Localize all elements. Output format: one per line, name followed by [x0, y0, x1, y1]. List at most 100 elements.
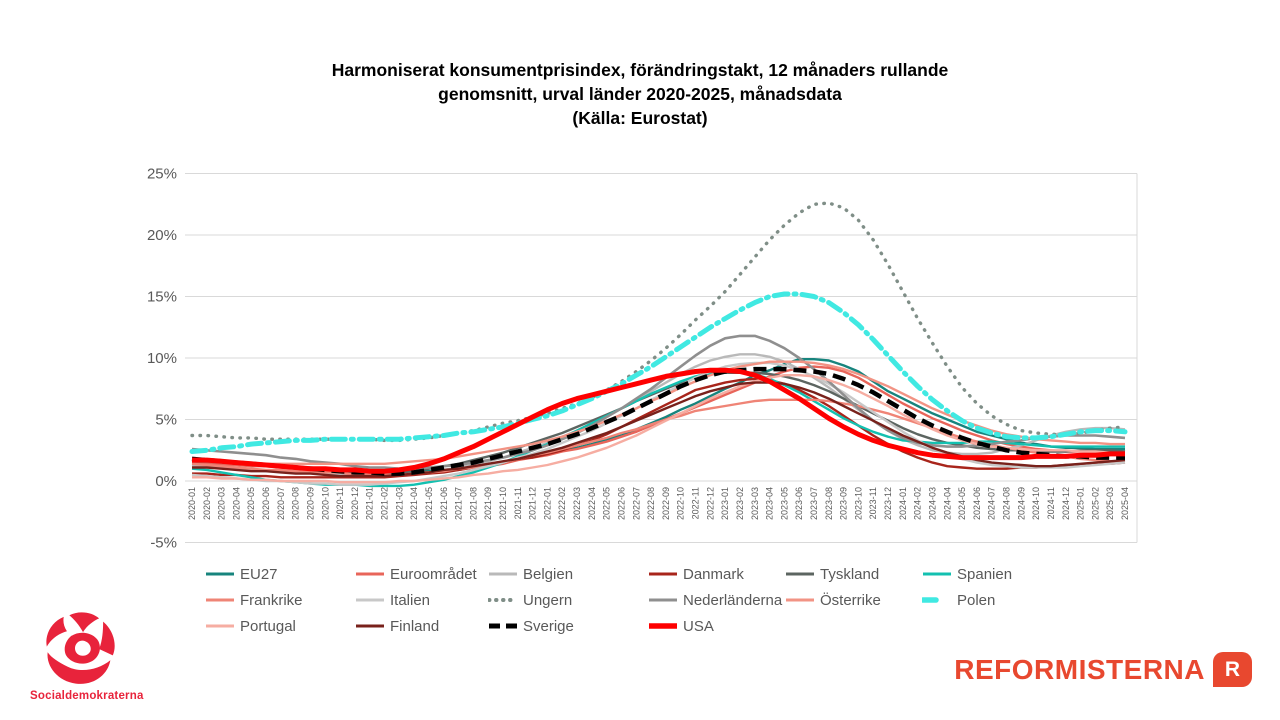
legend-swatch-ungern: [488, 598, 518, 602]
x-tick-label: 2021-02: [380, 487, 390, 520]
y-tick-label: 25%: [147, 166, 177, 183]
legend-label-polen: Polen: [957, 591, 996, 609]
legend-label-euroomradet: Euroområdet: [390, 565, 477, 583]
legend-item-tyskland: Tyskland: [785, 566, 922, 583]
x-tick-label: 2023-03: [750, 487, 760, 520]
x-tick-label: 2023-02: [735, 487, 745, 520]
x-tick-label: 2020-06: [261, 487, 271, 520]
legend-item-polen: Polen: [922, 592, 1062, 609]
x-tick-label: 2022-05: [602, 487, 612, 520]
x-tick-label: 2021-09: [483, 487, 493, 520]
legend-swatch-polen: [922, 597, 952, 603]
legend-item-osterrike: Österrike: [785, 592, 922, 609]
rose-icon: [46, 612, 115, 684]
x-tick-label: 2020-12: [350, 487, 360, 520]
legend-swatch-frankrike: [206, 598, 234, 602]
legend-swatch-spanien: [923, 572, 951, 576]
x-tick-label: 2021-01: [365, 487, 375, 520]
legend-item-sverige: Sverige: [488, 618, 648, 635]
x-tick-label: 2023-10: [853, 487, 863, 520]
legend-swatch-italien: [356, 598, 384, 602]
x-tick-label: 2025-01: [1076, 487, 1086, 520]
legend-swatch-tyskland: [786, 572, 814, 576]
x-tick-label: 2024-09: [1016, 487, 1026, 520]
x-tick-label: 2021-06: [439, 487, 449, 520]
legend-swatch-osterrike: [786, 598, 814, 602]
x-tick-label: 2021-10: [498, 487, 508, 520]
legend-label-spanien: Spanien: [957, 565, 1013, 583]
y-tick-label: 20%: [147, 227, 177, 244]
legend-label-italien: Italien: [390, 591, 431, 609]
legend-label-portugal: Portugal: [240, 617, 296, 635]
x-tick-label: 2023-12: [883, 487, 893, 520]
legend-swatch-sverige: [489, 623, 517, 629]
y-tick-label: 0%: [155, 473, 177, 490]
x-tick-label: 2020-07: [276, 487, 286, 520]
x-tick-label: 2022-08: [646, 487, 656, 520]
x-tick-label: 2022-09: [661, 487, 671, 520]
legend-item-nederlanderna: Nederländerna: [648, 592, 785, 609]
x-tick-label: 2022-07: [631, 487, 641, 520]
x-tick-label: 2020-03: [217, 487, 227, 520]
legend-swatch-belgien: [489, 572, 517, 576]
y-tick-label: 15%: [147, 289, 177, 306]
x-tick-label: 2025-04: [1120, 487, 1130, 520]
legend-item-usa: USA: [648, 618, 785, 635]
legend-label-tyskland: Tyskland: [820, 565, 880, 583]
legend-item-finland: Finland: [355, 618, 488, 635]
x-tick-label: 2020-10: [320, 487, 330, 520]
x-tick-label: 2022-03: [572, 487, 582, 520]
x-tick-label: 2021-07: [454, 487, 464, 520]
chart-title-line3: (Källa: Eurostat): [572, 108, 708, 128]
x-tick-label: 2021-05: [424, 487, 434, 520]
series-line-ungern: [190, 201, 1127, 443]
legend-item-ungern: Ungern: [488, 592, 648, 609]
series-line-polen: [189, 291, 1128, 454]
x-tick-label: 2022-04: [587, 487, 597, 520]
legend-swatch-usa: [649, 623, 677, 629]
x-tick-label: 2020-01: [187, 487, 197, 520]
x-tick-label: 2022-11: [691, 487, 701, 519]
legend-swatch-finland: [356, 624, 384, 628]
legend-label-osterrike: Österrike: [820, 591, 881, 609]
socialdemokraterna-text: Socialdemokraterna: [30, 690, 144, 702]
legend-label-frankrike: Frankrike: [240, 591, 303, 609]
x-tick-label: 2022-02: [557, 487, 567, 520]
x-tick-label: 2022-10: [676, 487, 686, 520]
y-tick-label: 10%: [147, 350, 177, 367]
x-tick-label: 2024-10: [1031, 487, 1041, 520]
x-tick-label: 2023-06: [794, 487, 804, 520]
series-line-sverige: [191, 366, 1125, 476]
x-tick-label: 2020-05: [246, 487, 256, 520]
x-tick-label: 2024-01: [898, 487, 908, 520]
x-tick-label: 2024-07: [987, 487, 997, 520]
legend-item-danmark: Danmark: [648, 566, 785, 583]
x-tick-label: 2020-09: [305, 487, 315, 520]
reformisterna-badge-icon: R: [1213, 652, 1252, 687]
legend-item-belgien: Belgien: [488, 566, 648, 583]
legend-item-euroomradet: Euroområdet: [355, 566, 488, 583]
y-tick-label: -5%: [150, 535, 177, 552]
y-tick-label: 5%: [155, 412, 177, 429]
x-tick-label: 2025-03: [1105, 487, 1115, 520]
legend-item-italien: Italien: [355, 592, 488, 609]
x-tick-label: 2024-02: [913, 487, 923, 520]
x-tick-label: 2023-04: [765, 487, 775, 520]
x-tick-label: 2020-08: [291, 487, 301, 520]
x-tick-label: 2024-06: [972, 487, 982, 520]
x-tick-label: 2023-05: [779, 487, 789, 520]
x-tick-label: 2024-05: [957, 487, 967, 520]
legend-swatch-nederlanderna: [649, 598, 677, 602]
x-tick-label: 2023-01: [720, 487, 730, 520]
legend-label-belgien: Belgien: [523, 565, 574, 583]
x-tick-label: 2023-09: [839, 487, 849, 520]
x-tick-label: 2024-08: [1002, 487, 1012, 520]
x-tick-label: 2021-08: [468, 487, 478, 520]
legend-label-nederlanderna: Nederländerna: [683, 591, 783, 609]
x-tick-label: 2023-08: [824, 487, 834, 520]
legend-swatch-danmark: [649, 572, 677, 576]
series-line-usa: [192, 367, 1125, 474]
legend-item-spanien: Spanien: [922, 566, 1062, 583]
chart-title: Harmoniserat konsumentprisindex, förändr…: [0, 58, 1280, 130]
